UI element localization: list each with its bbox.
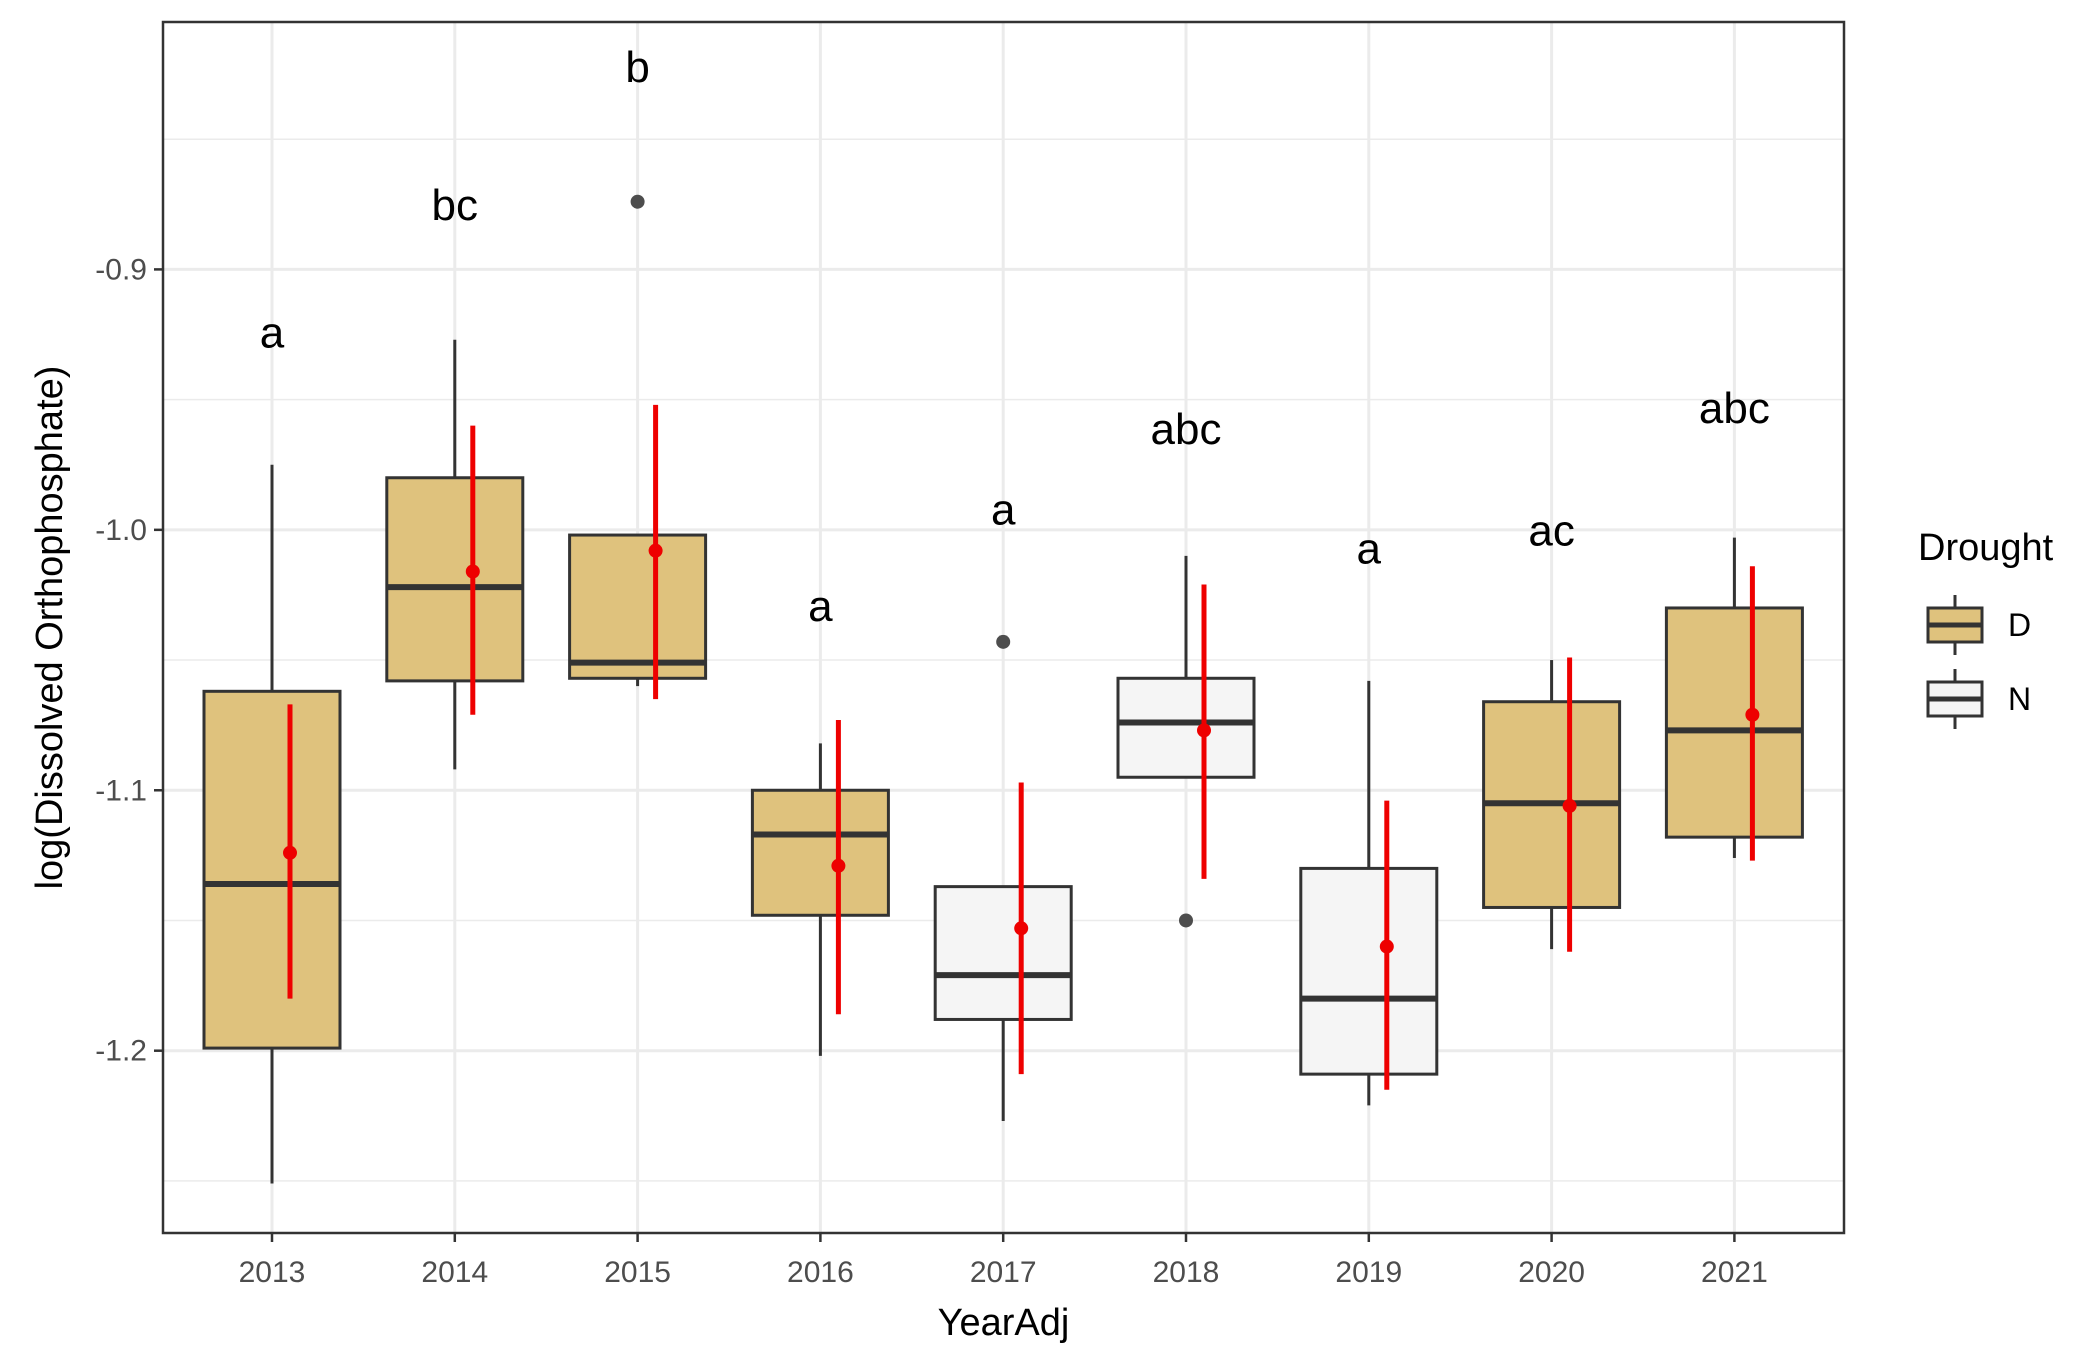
x-axis: 2013 2014 2015 2016 2017 2018 2019 2020 2021 [239, 1233, 1768, 1289]
mean-point [1745, 707, 1760, 722]
mean-point [831, 858, 846, 873]
legend: Drought D N [1918, 527, 2054, 729]
mean-point [465, 564, 480, 579]
mean-point [648, 543, 663, 558]
mean-point [1014, 921, 1029, 936]
significance-letter: a [808, 582, 833, 631]
legend-label: D [2008, 607, 2031, 643]
x-tick-label: 2021 [1701, 1256, 1768, 1289]
box-body [750, 788, 890, 917]
legend-item-N: N [1926, 669, 2031, 729]
significance-letter: a [991, 486, 1016, 535]
x-tick-label: 2020 [1518, 1256, 1585, 1289]
y-tick-label: -1.0 [95, 514, 147, 547]
outlier-point [996, 634, 1011, 649]
y-tick-label: -1.2 [95, 1035, 147, 1068]
box-2015: b [568, 43, 708, 700]
box-body [1664, 606, 1804, 839]
box-body [202, 689, 342, 1050]
significance-letter: ac [1528, 506, 1574, 555]
box-2020: ac [1482, 506, 1622, 952]
box-2017: a [933, 486, 1073, 1122]
y-axis-title: log(Dissolved Orthophosphate) [29, 366, 71, 890]
box-body [385, 476, 525, 683]
y-tick-label: -1.1 [95, 774, 147, 807]
y-axis: -1.2 -1.1 -1.0 -0.9 [95, 253, 163, 1068]
box-2018: abc [1116, 405, 1256, 928]
mean-point [1562, 798, 1577, 813]
box-2021: abc [1664, 384, 1804, 861]
significance-letter: a [1357, 525, 1382, 574]
x-tick-label: 2013 [239, 1256, 306, 1289]
x-tick-label: 2019 [1335, 1256, 1402, 1289]
box-body [1116, 676, 1256, 779]
box-2019: a [1299, 525, 1439, 1106]
mean-point [1197, 723, 1211, 738]
x-tick-label: 2015 [604, 1256, 671, 1289]
outlier-point [630, 194, 645, 209]
box-body [1299, 866, 1439, 1076]
box-body [568, 533, 708, 680]
legend-label: N [2008, 681, 2031, 717]
significance-letter: abc [1699, 384, 1770, 433]
significance-letter: abc [1151, 405, 1222, 454]
x-tick-label: 2014 [421, 1256, 488, 1289]
mean-point [1379, 939, 1394, 954]
legend-title: Drought [1918, 527, 2054, 569]
legend-item-D: D [1926, 595, 2031, 655]
significance-letter: a [260, 309, 285, 358]
mean-point [283, 845, 297, 860]
box-2014: bc [385, 181, 525, 770]
box-2013: a [202, 309, 342, 1184]
x-tick-label: 2016 [787, 1256, 854, 1289]
outlier-point [1179, 913, 1193, 928]
significance-letter: bc [432, 181, 478, 230]
box-2016: a [750, 582, 890, 1056]
x-axis-title: YearAdj [938, 1302, 1070, 1344]
x-tick-label: 2017 [970, 1256, 1037, 1289]
significance-letter: b [625, 43, 649, 92]
x-tick-label: 2018 [1153, 1256, 1220, 1289]
box-body [933, 885, 1073, 1021]
y-tick-label: -0.9 [95, 253, 147, 286]
